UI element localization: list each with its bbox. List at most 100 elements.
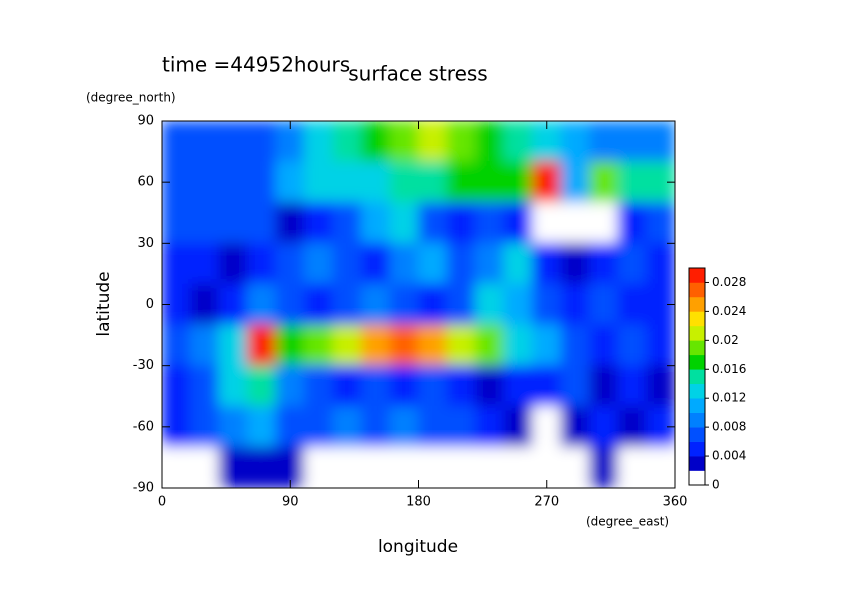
cell [361, 161, 391, 204]
y-unit: (degree_north) [86, 91, 176, 105]
cell [361, 405, 391, 448]
cell [304, 324, 334, 367]
cell [418, 324, 448, 367]
cell [190, 446, 220, 488]
cell [304, 405, 334, 448]
cell [162, 365, 191, 407]
cell [275, 324, 305, 367]
cell [218, 365, 248, 407]
cell [503, 121, 533, 163]
cell [304, 242, 334, 285]
cell [190, 121, 220, 163]
cell [446, 283, 476, 326]
cell [475, 202, 505, 244]
cell [247, 365, 277, 407]
cell [560, 446, 590, 488]
cell [218, 242, 248, 285]
cell [389, 283, 419, 326]
cell [418, 161, 448, 204]
cell [617, 161, 647, 204]
cell [503, 446, 533, 488]
colorbar-swatch [689, 427, 705, 442]
cell [532, 365, 562, 407]
cell [389, 405, 419, 448]
cell [532, 242, 562, 285]
cell [247, 161, 277, 204]
cell [304, 365, 334, 407]
x-axis-label: longitude [378, 537, 458, 557]
cell [560, 365, 590, 407]
field [162, 121, 675, 488]
cell [332, 242, 362, 285]
cell [304, 121, 334, 163]
cell [275, 365, 305, 407]
cell [247, 242, 277, 285]
cell [446, 446, 476, 488]
cell [532, 202, 562, 244]
cell [475, 365, 505, 407]
cell [218, 161, 248, 204]
cell [418, 405, 448, 448]
cell [589, 324, 619, 367]
cell [646, 446, 675, 488]
cell [247, 405, 277, 448]
cell [589, 161, 619, 204]
cell [446, 161, 476, 204]
x-tick-label: 0 [158, 495, 166, 510]
cell [247, 283, 277, 326]
y-tick-label: 90 [137, 114, 154, 129]
cell [190, 161, 220, 204]
cell [275, 405, 305, 448]
cell [589, 202, 619, 244]
cell [589, 405, 619, 448]
cell [361, 202, 391, 244]
cell [503, 161, 533, 204]
cell [446, 242, 476, 285]
colorbar-swatch [689, 325, 705, 341]
cell [589, 365, 619, 407]
colorbar-swatch [689, 369, 705, 385]
cell [475, 405, 505, 448]
cell [446, 324, 476, 367]
cell [503, 324, 533, 367]
cell [361, 446, 391, 488]
cell [532, 324, 562, 367]
cell [389, 121, 419, 163]
cell [503, 405, 533, 448]
colorbar: 0 0.004 0.008 0.012 0.016 0.02 0.024 0.028 [688, 267, 746, 492]
colorbar-tick-label: 0 [712, 478, 720, 492]
cell [332, 202, 362, 244]
cell [247, 324, 277, 367]
cell [162, 324, 191, 367]
cell [475, 446, 505, 488]
cell [275, 202, 305, 244]
cell [389, 161, 419, 204]
cell [218, 324, 248, 367]
cell [332, 161, 362, 204]
cell [218, 283, 248, 326]
x-unit: (degree_east) [586, 515, 669, 529]
cell [247, 446, 277, 488]
y-tick-label: 0 [146, 297, 154, 312]
cell [304, 446, 334, 488]
cell [332, 446, 362, 488]
y-tick-label: -60 [133, 419, 154, 434]
y-tick-label: 30 [137, 236, 154, 251]
colorbar-swatch [689, 412, 705, 428]
colorbar-tick-label: 0.02 [712, 333, 739, 347]
cell [361, 121, 391, 163]
chart-title: surface stress [348, 62, 487, 86]
cell [589, 283, 619, 326]
cell [190, 283, 220, 326]
colorbar-tick-label: 0.024 [712, 304, 746, 318]
cell [475, 121, 505, 163]
cell [617, 405, 647, 448]
cell [332, 324, 362, 367]
colorbar-tick-label: 0.004 [712, 449, 746, 463]
cell [532, 283, 562, 326]
colorbar-swatch [689, 398, 705, 413]
time-label: time =44952hours [162, 53, 350, 77]
cell [646, 242, 675, 285]
cell [332, 121, 362, 163]
